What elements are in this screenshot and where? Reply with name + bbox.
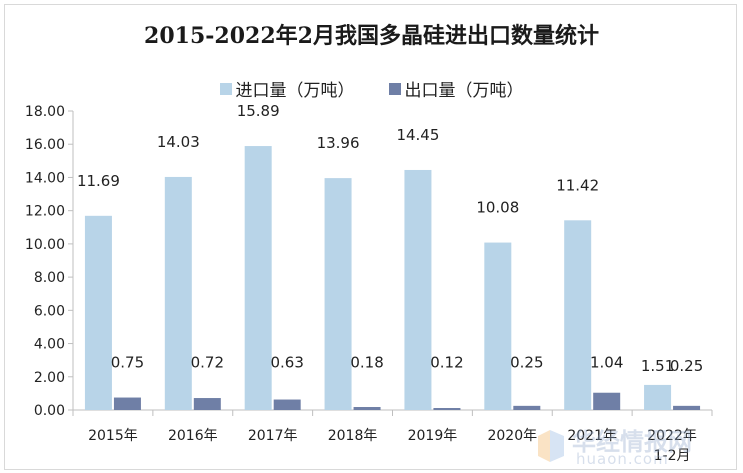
legend-item-import: 进口量（万吨） (219, 76, 355, 101)
data-label-import: 11.69 (77, 172, 120, 190)
data-label-export: 1.04 (590, 353, 623, 371)
data-label-import: 14.45 (396, 126, 439, 144)
x-tick-label-line: 2017年 (248, 428, 298, 444)
legend-label-import: 进口量（万吨） (235, 81, 355, 101)
y-tick-label: 18.00 (25, 104, 65, 120)
bar-import (84, 215, 112, 410)
data-label-import: 10.08 (476, 199, 519, 217)
bar-export (673, 405, 701, 410)
chart-frame (4, 4, 737, 470)
x-tick-label: 2021年 (567, 428, 617, 444)
data-label-export: 0.25 (510, 353, 543, 371)
data-label-export: 0.75 (111, 353, 144, 371)
legend-swatch-export (388, 82, 401, 95)
data-label-import: 13.96 (317, 134, 360, 152)
bar-export (513, 405, 541, 410)
x-tick-label-line: 1-2月 (654, 448, 691, 464)
bar-import (164, 176, 192, 410)
x-tick-label-line: 2018年 (328, 428, 378, 444)
bar-import (244, 146, 272, 410)
data-label-import: 1.51 (641, 357, 674, 375)
y-tick-label: 2.00 (34, 370, 65, 386)
data-label-export: 0.18 (350, 353, 383, 371)
data-label-export: 0.63 (270, 353, 303, 371)
bar-import (484, 242, 512, 410)
data-label-export: 0.12 (430, 353, 463, 371)
bar-export (433, 408, 461, 410)
x-tick-label-line: 2019年 (408, 428, 458, 444)
bar-export (353, 407, 381, 410)
x-tick-label: 2015年 (88, 428, 138, 444)
x-tick-label: 2020年 (487, 428, 537, 444)
x-tick-label-line: 2015年 (88, 428, 138, 444)
x-tick-label-line: 2021年 (567, 428, 617, 444)
x-tick-label-line: 2016年 (168, 428, 218, 444)
x-tick-label: 2019年 (408, 428, 458, 444)
x-tick-label-line: 2022年 (647, 428, 697, 444)
x-tick-label-line: 2020年 (487, 428, 537, 444)
y-tick-label: 16.00 (25, 137, 65, 153)
data-label-export: 0.25 (670, 357, 703, 375)
bar-export (273, 399, 301, 410)
data-label-import: 14.03 (157, 133, 200, 151)
legend-swatch-import (219, 82, 232, 95)
y-tick-label: 4.00 (34, 337, 65, 353)
chart-title: 2015-2022年2月我国多晶硅进出口数量统计 (144, 23, 599, 49)
data-label-import: 11.42 (556, 176, 599, 194)
bar-export (193, 398, 221, 410)
bar-export (113, 397, 141, 410)
bar-export (593, 392, 621, 410)
legend-item-export: 出口量（万吨） (388, 76, 524, 101)
x-tick-label: 2017年 (248, 428, 298, 444)
legend-label-export: 出口量（万吨） (404, 81, 524, 101)
bar-import (564, 220, 592, 410)
y-tick-label: 14.00 (25, 170, 65, 186)
bar-import (644, 384, 672, 410)
bar-import (404, 169, 432, 410)
data-label-import: 15.89 (237, 102, 280, 120)
y-tick-label: 12.00 (25, 204, 65, 220)
x-tick-label: 2018年 (328, 428, 378, 444)
bar-import (324, 178, 352, 410)
y-tick-label: 0.00 (34, 403, 65, 419)
y-tick-label: 10.00 (25, 237, 65, 253)
legend: 进口量（万吨） 出口量（万吨） (0, 76, 743, 101)
y-tick-label: 6.00 (34, 303, 65, 319)
x-tick-label: 2022年 1-2月 (647, 428, 697, 464)
x-tick-label: 2016年 (168, 428, 218, 444)
y-tick-label: 8.00 (34, 270, 65, 286)
data-label-export: 0.72 (191, 353, 224, 371)
